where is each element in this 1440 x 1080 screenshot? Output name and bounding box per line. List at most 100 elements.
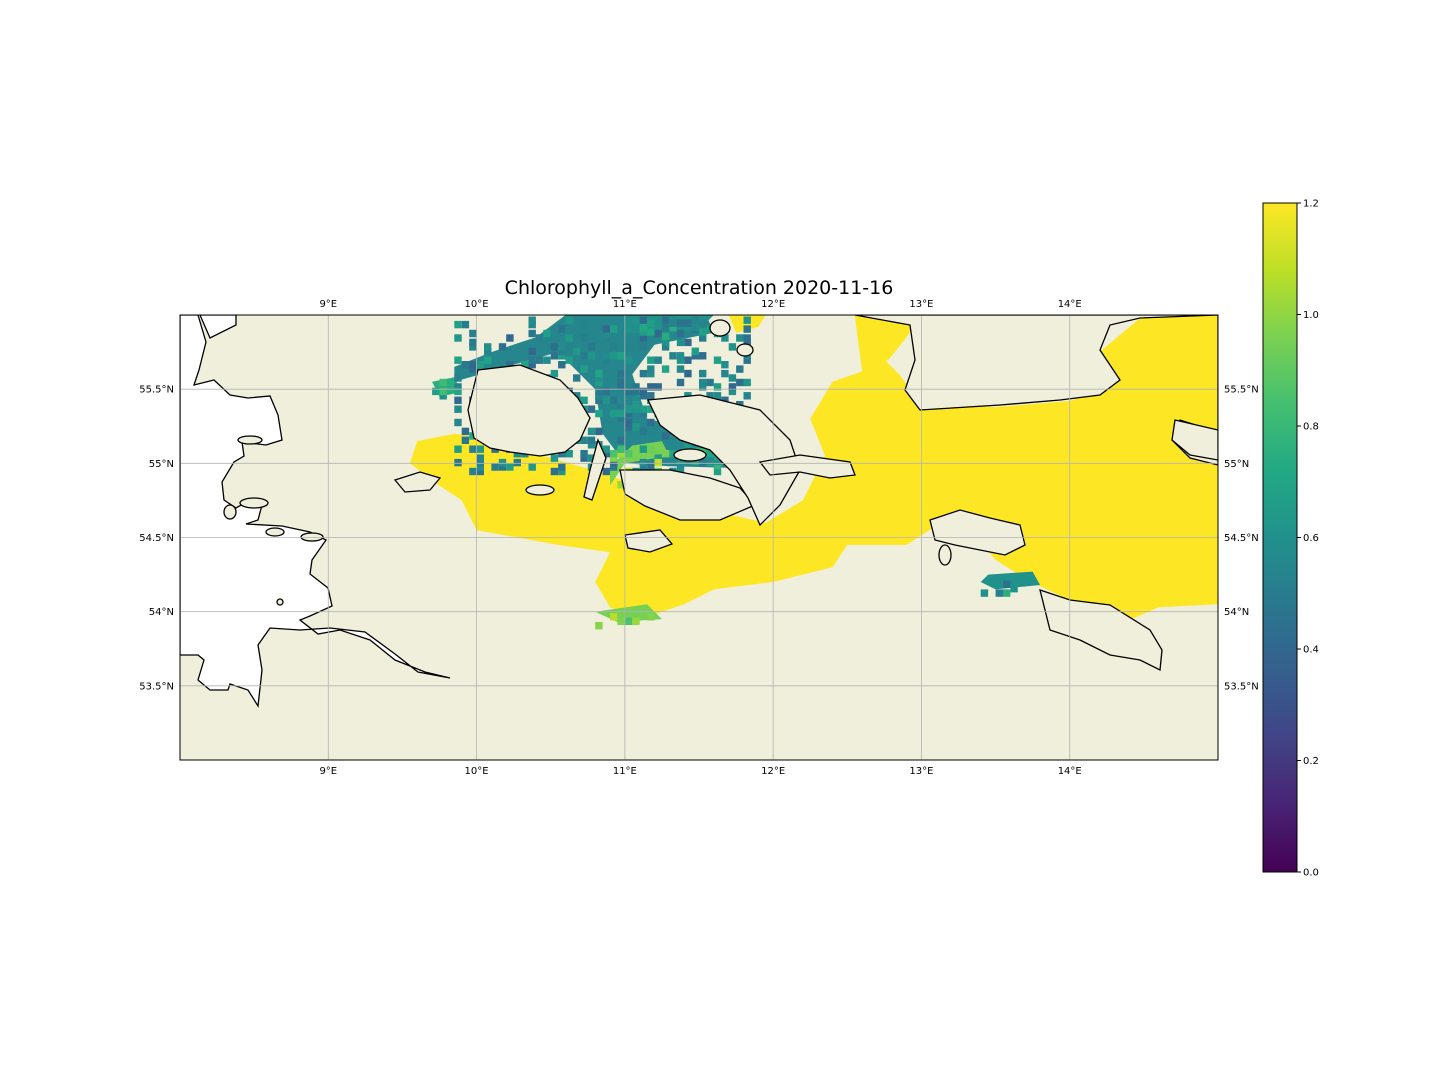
field-cell (639, 427, 648, 436)
field-cell (639, 463, 648, 471)
field-cell (461, 320, 470, 329)
field-cell (528, 329, 536, 338)
als-island (393, 471, 442, 493)
field-cell (647, 356, 655, 364)
field-cell (632, 401, 640, 409)
field-cell (602, 467, 610, 476)
field-cell (602, 352, 610, 360)
field-cell (676, 319, 685, 327)
field-cell (610, 352, 618, 360)
field-cell (661, 316, 670, 324)
lon-tick-label-bottom: 13°E (909, 766, 933, 777)
field-cell (624, 423, 633, 431)
field-cell (995, 589, 1003, 597)
field-cell (654, 383, 662, 391)
field-cell (610, 454, 618, 462)
field-cell (602, 325, 610, 333)
map-title: Chlorophyll_a_Concentration 2020-11-16 (505, 277, 894, 299)
field-cell (558, 347, 566, 355)
field-cell (595, 427, 603, 436)
colorbar: 0.0 0.2 0.4 0.6 0.8 1.0 1.2 (1262, 199, 1319, 879)
field-cell (736, 334, 744, 342)
island-sejero (736, 343, 754, 357)
field-cell (469, 338, 477, 347)
lon-tick-label-top: 14°E (1058, 299, 1082, 310)
lon-tick-label-bottom: 10°E (465, 766, 489, 777)
field-cell (550, 343, 559, 351)
field-cell (476, 458, 484, 467)
field-cell (602, 445, 610, 453)
field-cell (454, 374, 462, 382)
field-cell (632, 323, 640, 332)
field-cell (617, 383, 625, 391)
field-cell (639, 392, 648, 400)
field-cell (476, 361, 484, 369)
colorbar-tick-label: 0.8 (1303, 422, 1319, 433)
field-cell (610, 325, 618, 333)
field-cell (602, 387, 610, 396)
field-cell (684, 369, 692, 378)
field-cell (528, 347, 536, 355)
field-cell (454, 356, 462, 364)
field-cell (461, 436, 470, 444)
field-cell (721, 361, 729, 369)
field-cell (565, 356, 573, 364)
field-cell (647, 392, 655, 400)
field-cell (639, 387, 648, 396)
field-cell (543, 356, 551, 364)
island-helgoland (276, 598, 284, 606)
langeland-island (583, 438, 607, 501)
map-area: 9°E 9°E 10°E 10°E 11°E 11°E 12°E 12°E 13°E 13°E 14… (139, 299, 1259, 777)
island-samso (709, 319, 731, 337)
field-cell (676, 378, 685, 387)
field-cell (454, 445, 462, 453)
field-cell (624, 418, 633, 427)
island-hiddensee (938, 544, 952, 566)
lon-tick-label-top: 11°E (613, 299, 637, 310)
field-cell (461, 427, 470, 436)
field-cell (647, 463, 655, 471)
field-cell (624, 450, 633, 458)
field-cell (610, 613, 618, 621)
field-cell (676, 365, 685, 373)
field-cell (639, 334, 648, 342)
field-cell (699, 383, 707, 391)
map-tick-labels: 9°E 9°E 10°E 10°E 11°E 11°E 12°E 12°E 13°E 13°E 14… (139, 299, 1259, 777)
field-cell (610, 450, 618, 458)
field-cell (699, 334, 707, 342)
field-cell (661, 338, 670, 347)
field-cell (580, 396, 588, 404)
field-cell (980, 589, 989, 597)
field-cell (639, 316, 648, 324)
colorbar-gradient (1262, 202, 1298, 873)
bornholm-hint (1171, 419, 1218, 461)
field-cell (469, 467, 477, 476)
field-cell (728, 383, 737, 391)
island-lolland-north (673, 448, 707, 462)
field-cell (595, 378, 603, 387)
field-cell (639, 409, 648, 418)
field-cell (469, 343, 477, 351)
field-cell (439, 378, 447, 387)
field-cell (454, 458, 462, 467)
field-cell (476, 454, 484, 462)
lon-tick-label-bottom: 11°E (613, 766, 637, 777)
lon-tick-label-top: 9°E (319, 299, 337, 310)
field-cell (728, 343, 737, 351)
field-cell (676, 466, 685, 474)
field-cell (706, 392, 714, 400)
lon-tick-label-top: 13°E (909, 299, 933, 310)
field-cell (661, 432, 670, 440)
field-cell (639, 445, 648, 453)
field-cell (669, 450, 677, 458)
field-cell (632, 383, 640, 391)
field-cell (528, 463, 536, 471)
field-cell (506, 334, 514, 342)
field-cell (432, 387, 440, 396)
lon-tick-label-top: 12°E (761, 299, 785, 310)
lat-tick-label-right: 54.5°N (1224, 533, 1259, 544)
field-cell (602, 356, 610, 364)
field-cell (713, 356, 722, 364)
island-nordstrand (300, 532, 324, 542)
field-cell (684, 356, 692, 364)
